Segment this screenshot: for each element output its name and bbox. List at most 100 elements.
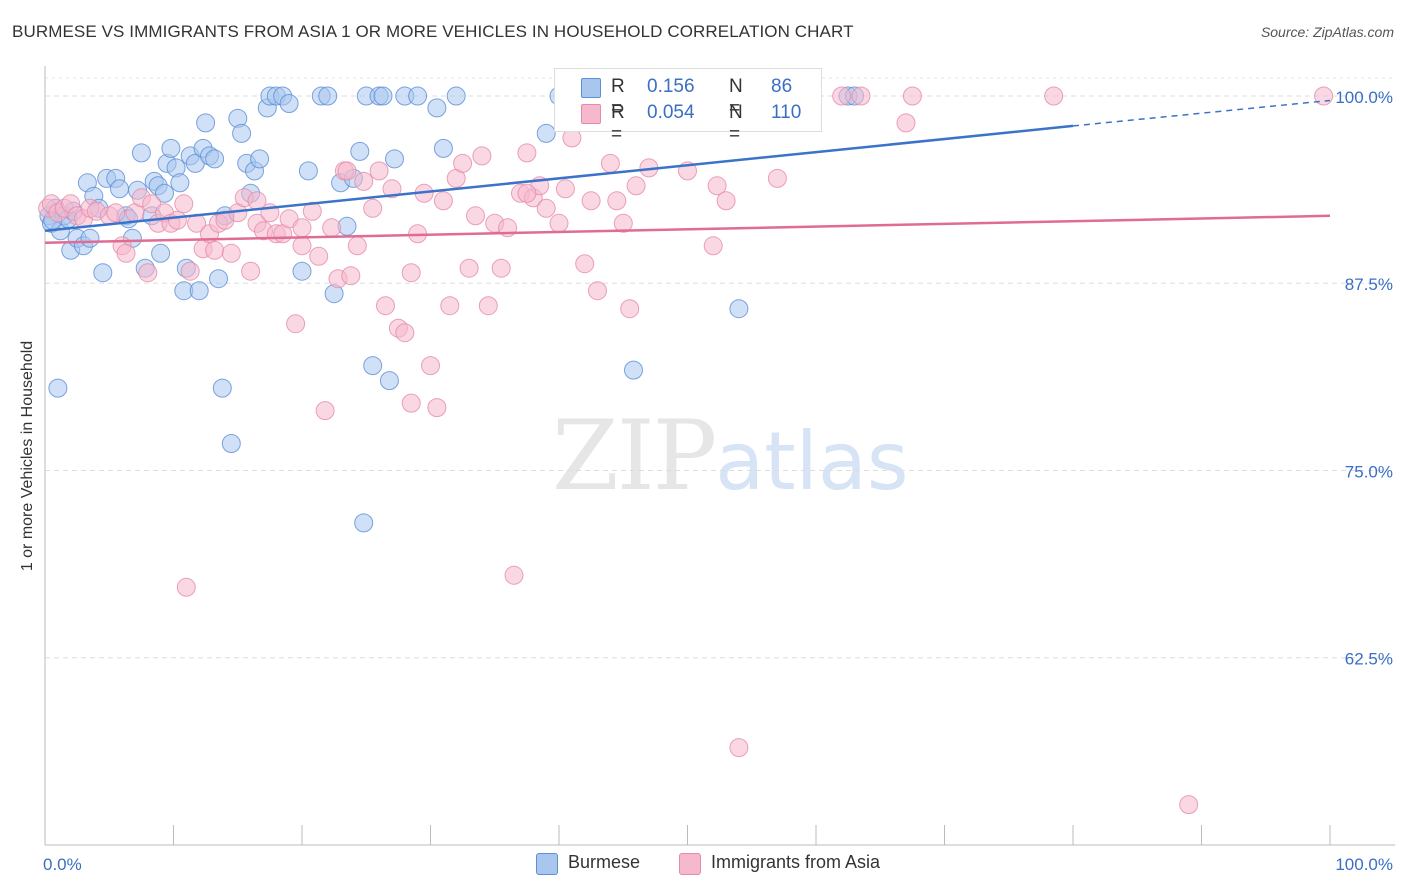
asia-point: [549, 213, 569, 233]
burmese-point: [373, 86, 393, 106]
asia-point: [536, 198, 556, 218]
burmese-point: [205, 149, 225, 169]
asia-point: [440, 296, 460, 316]
burmese-point: [189, 281, 209, 301]
asia-point: [588, 281, 607, 301]
asia-point: [555, 179, 575, 199]
y-tick-label: 62.5%: [1345, 650, 1393, 669]
asia-point: [241, 261, 261, 281]
asia-point: [292, 218, 312, 238]
asia-point: [322, 218, 342, 238]
asia-point: [491, 258, 511, 278]
burmese-point: [350, 141, 370, 161]
asia-point: [581, 191, 601, 211]
asia-point: [347, 236, 367, 256]
chart-title: BURMESE VS IMMIGRANTS FROM ASIA 1 OR MOR…: [12, 22, 854, 41]
burmese-point: [80, 228, 100, 248]
n-label: N =: [729, 76, 743, 119]
asia-point: [767, 168, 787, 188]
asia-point: [395, 323, 415, 343]
r-label: R =: [611, 102, 625, 145]
asia-point: [832, 86, 852, 106]
asia-point: [466, 206, 485, 226]
burmese-point: [232, 123, 252, 143]
asia-point: [354, 171, 374, 191]
asia-point: [315, 401, 335, 421]
y-tick-label: 87.5%: [1345, 275, 1393, 294]
burmese-point: [363, 356, 383, 376]
burmese-point: [170, 173, 190, 193]
burmese-swatch: [581, 78, 601, 98]
burmese-trend-line: [44, 124, 1074, 233]
asia-point: [1179, 795, 1199, 815]
asia-legend-swatch: [679, 853, 701, 875]
asia-point: [613, 213, 633, 233]
asia-point: [309, 246, 329, 266]
asia-point: [292, 236, 312, 256]
burmese-point: [250, 149, 270, 169]
asia-point: [504, 565, 524, 585]
r-label: R =: [611, 76, 625, 119]
legend-label: Burmese: [568, 852, 641, 872]
burmese-point: [292, 261, 312, 281]
asia-point: [729, 738, 749, 758]
asia-point: [517, 183, 537, 203]
asia-swatch: [581, 104, 601, 124]
asia-point: [1044, 86, 1064, 106]
burmese-point: [624, 360, 643, 380]
asia-point: [138, 263, 158, 283]
asia-point: [626, 176, 646, 196]
asia-point: [221, 243, 241, 263]
stats-legend: R = 0.156 N = 86 R = 0.054 N = 110: [554, 68, 822, 145]
burmese-point: [48, 378, 68, 398]
burmese-point: [196, 113, 216, 133]
asia-point: [478, 296, 498, 316]
asia-point: [176, 577, 196, 597]
burmese-legend-swatch: [536, 853, 558, 875]
asia-point: [453, 153, 473, 173]
asia-trend-line: [44, 214, 1331, 245]
asia-point: [851, 86, 871, 106]
asia-point: [716, 191, 736, 211]
asia-point: [620, 299, 640, 319]
burmese-trend-extension: [1072, 99, 1331, 127]
asia-point: [401, 263, 421, 283]
burmese-point: [729, 299, 749, 319]
asia-point: [427, 398, 447, 418]
asia-point: [106, 203, 126, 223]
asia-point: [376, 296, 395, 316]
burmese-point: [354, 513, 374, 533]
asia-point: [607, 191, 627, 211]
n-value: 86: [771, 76, 793, 97]
asia-point: [401, 393, 421, 413]
burmese-point: [408, 86, 428, 106]
burmese-point: [221, 434, 241, 453]
asia-point: [382, 179, 402, 199]
y-tick-label: 75.0%: [1345, 462, 1393, 481]
asia-point: [517, 143, 537, 163]
asia-point: [433, 191, 453, 211]
burmese-point: [110, 179, 129, 199]
asia-point: [286, 314, 306, 334]
burmese-point: [93, 263, 113, 283]
asia-point: [421, 356, 440, 376]
asia-point: [459, 258, 479, 278]
asia-point: [247, 191, 267, 211]
asia-point: [575, 254, 595, 274]
n-label: N =: [729, 102, 743, 145]
watermark-zip: ZIP: [552, 400, 717, 512]
burmese-point: [161, 138, 181, 158]
asia-point: [902, 86, 922, 106]
burmese-point: [212, 378, 232, 398]
r-value: 0.156: [647, 76, 695, 97]
burmese-point: [151, 243, 171, 263]
x-tick-label: 0.0%: [43, 855, 82, 874]
source-label: Source: ZipAtlas.com: [1260, 24, 1394, 40]
burmese-point: [298, 161, 318, 181]
asia-point: [363, 198, 383, 218]
burmese-point: [427, 98, 447, 118]
burmese-point: [318, 86, 338, 106]
asia-point: [205, 240, 225, 260]
asia-point: [180, 261, 200, 281]
